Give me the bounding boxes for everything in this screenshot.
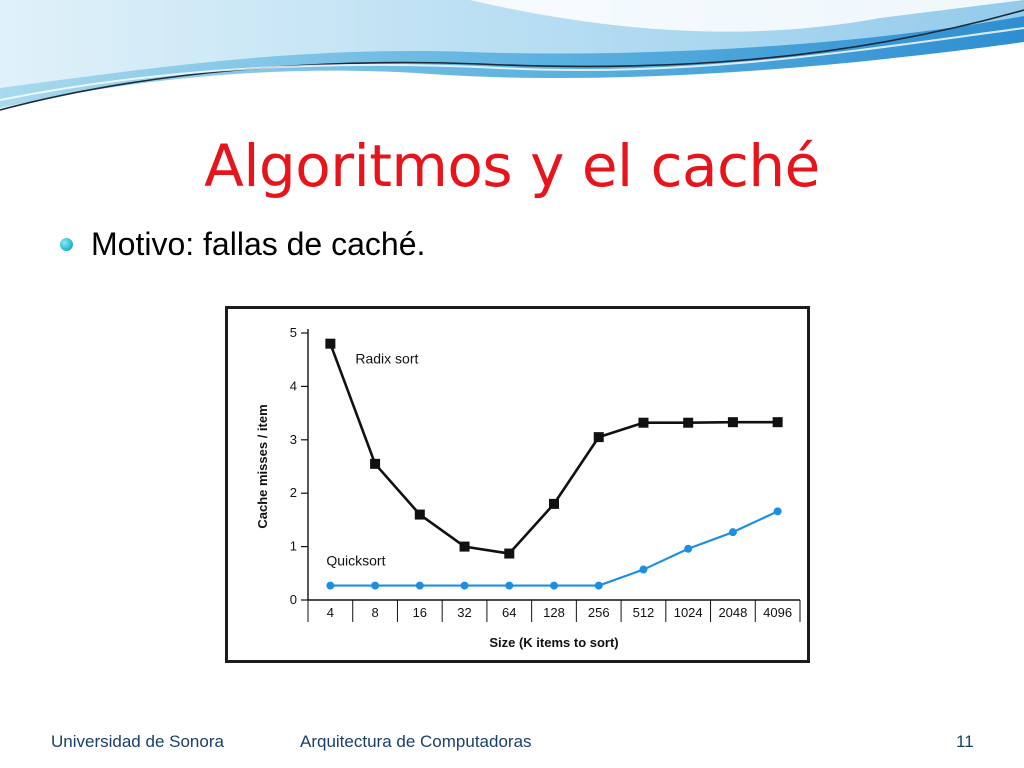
y-tick-label: 5 (290, 325, 297, 340)
y-axis-title: Cache misses / item (255, 404, 270, 528)
series-line-radix-sort (329, 343, 778, 555)
radix-sort-point (459, 541, 470, 552)
footer-course: Arquitectura de Computadoras (300, 732, 532, 751)
quicksort-point (773, 507, 782, 516)
quicksort-point (639, 565, 648, 574)
cache-misses-chart: 0 1 2 3 4 5 4 8 16 32 64 128 256 512 1024 2048 4096 Size … (255, 325, 801, 650)
quicksort-point (460, 581, 469, 590)
x-tick-label: 256 (588, 605, 610, 620)
y-tick-label: 2 (290, 485, 297, 500)
x-tick-label: 32 (457, 605, 471, 620)
bullet-dot-icon (60, 237, 73, 251)
chart-frame: 0 1 2 3 4 5 4 8 16 32 64 128 256 512 1024 2048 4096 Size … (225, 306, 810, 663)
radix-sort-point (638, 417, 649, 428)
series-line-quicksort (330, 510, 779, 587)
bullet-item: Motivo: fallas de caché. (60, 222, 425, 266)
x-tick-label: 4096 (763, 605, 792, 620)
series-label-radix-sort: Radix sort (355, 351, 418, 367)
quicksort-point (415, 581, 424, 590)
radix-sort-point (772, 417, 783, 428)
x-tick-label: 2048 (718, 605, 747, 620)
quicksort-point (594, 581, 603, 590)
x-tick-label: 1024 (674, 605, 703, 620)
y-tick-label: 4 (290, 378, 297, 393)
quicksort-point (371, 581, 380, 590)
radix-sort-point (504, 548, 515, 559)
quicksort-point (684, 544, 693, 553)
y-tick-label: 0 (290, 592, 297, 607)
quicksort-point (505, 581, 514, 590)
quicksort-point (550, 581, 558, 590)
header-wave-decoration (0, 0, 1024, 111)
quicksort-point (728, 528, 737, 537)
radix-sort-point (593, 432, 604, 443)
y-tick-label: 3 (290, 432, 297, 447)
x-tick-label: 16 (413, 605, 427, 620)
radix-sort-point (414, 509, 425, 520)
x-tick-label: 128 (543, 605, 565, 620)
footer-page-number: 11 (956, 732, 974, 751)
series-label-quicksort: Quicksort (326, 552, 385, 568)
radix-sort-point (549, 498, 559, 509)
x-tick-label: 64 (502, 605, 516, 620)
slide-title: Algoritmos y el caché (204, 132, 820, 200)
radix-sort-point (325, 338, 336, 349)
y-tick-label: 1 (290, 539, 297, 554)
x-tick-label: 8 (371, 605, 378, 620)
x-tick-label: 512 (633, 605, 655, 620)
footer-university: Universidad de Sonora (51, 732, 224, 751)
radix-sort-point (727, 417, 738, 428)
x-tick-label: 4 (327, 605, 334, 620)
x-axis-title: Size (K items to sort) (489, 635, 618, 650)
bullet-text: Motivo: fallas de caché. (91, 225, 426, 262)
quicksort-point (326, 581, 335, 590)
radix-sort-point (683, 417, 694, 428)
radix-sort-point (370, 458, 381, 469)
